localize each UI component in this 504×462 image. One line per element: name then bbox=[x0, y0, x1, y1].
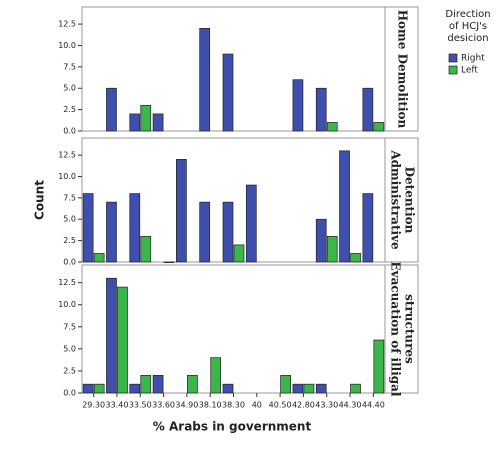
bar bbox=[373, 122, 385, 132]
bar bbox=[292, 79, 304, 132]
x-tick-label: 44.40 bbox=[362, 401, 385, 410]
bar bbox=[315, 87, 327, 132]
bar bbox=[129, 193, 141, 263]
bar bbox=[106, 201, 117, 263]
bar bbox=[210, 357, 222, 394]
strip-label: Administrative bbox=[389, 149, 403, 250]
bar bbox=[199, 201, 211, 263]
x-tick-label: 38.30 bbox=[222, 401, 245, 410]
bar bbox=[106, 277, 117, 394]
x-axis-label: % Arabs in government bbox=[153, 420, 312, 434]
strip-label: Evacuation of illigal bbox=[389, 261, 403, 396]
y-tick-label: 7.5 bbox=[63, 62, 76, 71]
y-tick-label: 7.5 bbox=[63, 193, 76, 202]
bar bbox=[362, 193, 374, 263]
x-tick-label: 43.30 bbox=[315, 401, 338, 410]
bar bbox=[82, 383, 94, 394]
strip-label: Home Demolition bbox=[396, 10, 410, 129]
y-tick-label: 10.0 bbox=[58, 172, 76, 181]
panel bbox=[81, 264, 386, 394]
y-tick-label: 12.5 bbox=[58, 151, 76, 160]
y-tick-label: 10.0 bbox=[58, 41, 76, 50]
y-tick-label: 10.0 bbox=[58, 300, 76, 309]
x-tick-label: 42.80 bbox=[292, 401, 315, 410]
bar bbox=[129, 113, 141, 132]
y-axis-label: Count bbox=[33, 180, 47, 220]
legend-title: of HCJ's bbox=[449, 21, 487, 32]
bar bbox=[82, 193, 94, 263]
bar bbox=[199, 28, 211, 132]
bar bbox=[315, 218, 327, 263]
y-tick-label: 2.5 bbox=[63, 105, 76, 114]
legend-swatch bbox=[448, 65, 458, 75]
y-tick-label: 7.5 bbox=[63, 322, 76, 331]
bar bbox=[350, 253, 361, 263]
bar bbox=[176, 159, 187, 263]
x-tick-label: 38.10 bbox=[199, 401, 222, 410]
bar bbox=[245, 184, 257, 263]
bar bbox=[222, 53, 234, 132]
bar bbox=[326, 122, 338, 132]
bar bbox=[222, 201, 234, 263]
y-tick-label: 12.5 bbox=[58, 278, 76, 287]
bar bbox=[117, 286, 128, 394]
strip bbox=[384, 6, 419, 132]
bar bbox=[152, 113, 164, 132]
bar bbox=[140, 374, 152, 394]
panel bbox=[81, 6, 386, 132]
x-tick-label: 44.30 bbox=[339, 401, 362, 410]
legend-label: Left bbox=[461, 66, 478, 76]
bar bbox=[129, 383, 141, 394]
x-tick-label: 33.60 bbox=[152, 401, 175, 410]
bar bbox=[93, 383, 105, 394]
strip bbox=[384, 264, 419, 394]
x-tick-label: 29.30 bbox=[82, 401, 105, 410]
bar bbox=[315, 383, 327, 394]
bar bbox=[222, 383, 234, 394]
legend-title: Direction bbox=[445, 9, 490, 20]
y-tick-label: 0.0 bbox=[63, 389, 76, 398]
strip bbox=[384, 137, 419, 263]
x-tick-label: 40.50 bbox=[269, 401, 292, 410]
y-tick-label: 5.0 bbox=[63, 215, 76, 224]
y-tick-label: 2.5 bbox=[63, 236, 76, 245]
x-tick-label: 33.50 bbox=[129, 401, 152, 410]
bar bbox=[93, 253, 105, 263]
y-tick-label: 0.0 bbox=[63, 258, 76, 267]
bar bbox=[350, 383, 361, 394]
legend-label: Right bbox=[461, 54, 485, 64]
bar bbox=[106, 87, 117, 132]
x-tick-label: 33.40 bbox=[106, 401, 129, 410]
bar bbox=[362, 87, 374, 132]
bar bbox=[292, 383, 304, 394]
strip-label: Detention bbox=[403, 167, 417, 234]
y-tick-label: 5.0 bbox=[63, 344, 76, 353]
bar bbox=[187, 374, 198, 394]
bar bbox=[326, 235, 338, 263]
bar bbox=[140, 235, 152, 263]
bar bbox=[163, 261, 175, 263]
bar bbox=[140, 104, 152, 132]
legend-title: desicion bbox=[447, 33, 488, 44]
bar bbox=[303, 383, 315, 394]
strip-label: structures bbox=[403, 294, 417, 364]
bar bbox=[233, 244, 245, 263]
bar bbox=[152, 374, 164, 394]
y-tick-label: 0.0 bbox=[63, 127, 76, 136]
bar bbox=[339, 150, 350, 263]
x-tick-label: 34.90 bbox=[175, 401, 198, 410]
y-tick-label: 12.5 bbox=[58, 20, 76, 29]
y-tick-label: 5.0 bbox=[63, 84, 76, 93]
bar bbox=[373, 339, 385, 394]
x-tick-label: 40 bbox=[252, 401, 262, 410]
y-tick-label: 2.5 bbox=[63, 366, 76, 375]
legend-swatch bbox=[448, 53, 458, 63]
bar bbox=[280, 374, 291, 394]
